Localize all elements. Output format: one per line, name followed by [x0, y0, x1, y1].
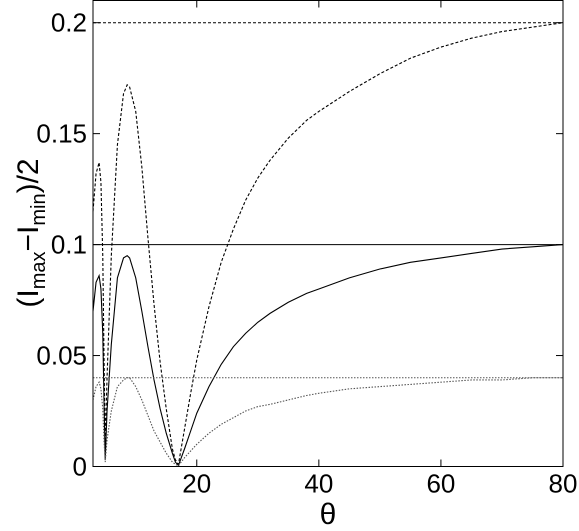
x-tick-label-1: 20	[182, 469, 211, 499]
y-axis-label-sub-min: min	[28, 193, 50, 225]
series-layer	[92, 22, 564, 467]
x-axis-label: θ	[320, 498, 337, 531]
plot-frame	[92, 0, 564, 467]
series-line-3	[92, 377, 563, 467]
series-line-1	[92, 22, 564, 466]
y-tick-label-3: 0.1	[51, 230, 87, 260]
y-axis-label-open: (I	[12, 289, 45, 307]
y-axis-label: (Imax−Imin)/2	[12, 158, 50, 307]
x-tick-label-4: 80	[549, 469, 578, 499]
y-tick-label-5: 0.2	[51, 8, 87, 38]
x-tick-label-2: 40	[304, 469, 333, 499]
y-axis-label-close: )/2	[12, 158, 45, 193]
x-tick-label-3: 60	[426, 469, 455, 499]
y-axis-label-sub-max: max	[28, 251, 50, 289]
y-tick-label-1: 0	[73, 452, 87, 482]
tick-layer: 20 40 60 80 0 0.05 0.1 0.15 0.2	[36, 0, 578, 499]
asymptote-layer	[93, 22, 563, 379]
series-line-2	[92, 244, 564, 467]
y-tick-label-2: 0.05	[36, 341, 87, 371]
y-axis-label-mid: −I	[12, 226, 45, 252]
y-tick-label-4: 0.15	[36, 119, 87, 149]
